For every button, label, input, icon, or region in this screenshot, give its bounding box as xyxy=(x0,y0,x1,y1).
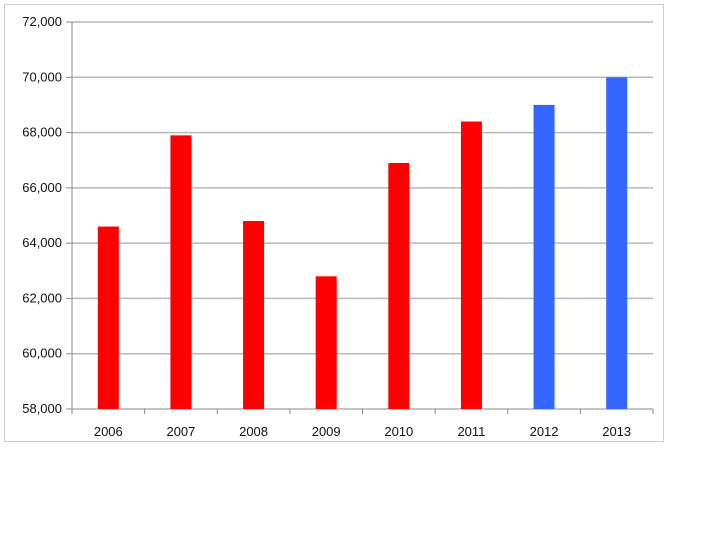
x-tick-labels: 2006 2007 2008 2009 2010 2011 2012 2013 xyxy=(94,424,631,439)
bar-2010 xyxy=(388,162,410,409)
y-tick-label: 64,000 xyxy=(22,235,62,250)
bar-2013 xyxy=(606,77,628,410)
x-tick-label: 2007 xyxy=(166,424,195,439)
x-tick-label: 2010 xyxy=(384,424,413,439)
axes xyxy=(66,21,654,414)
x-tick-label: 2009 xyxy=(312,424,341,439)
bar-2007 xyxy=(170,135,192,410)
x-tick-label: 2011 xyxy=(457,424,485,439)
y-tick-label: 72,000 xyxy=(22,14,62,29)
x-tick-label: 2006 xyxy=(94,424,123,439)
y-tick-label: 68,000 xyxy=(22,125,62,140)
bar-2009 xyxy=(315,276,337,409)
y-tick-labels: 58,000 60,000 62,000 64,000 66,000 68,000 70,0… xyxy=(22,14,62,416)
x-tick-label: 2008 xyxy=(239,424,268,439)
bars xyxy=(97,77,628,410)
y-tick-label: 58,000 xyxy=(22,401,62,416)
bar-2006 xyxy=(97,226,119,409)
bar-2012 xyxy=(533,104,555,409)
bar-2011 xyxy=(460,121,482,409)
x-tick-label: 2012 xyxy=(530,424,559,439)
gridlines xyxy=(72,21,653,355)
y-tick-label: 62,000 xyxy=(22,290,62,305)
y-tick-label: 66,000 xyxy=(22,180,62,195)
y-tick-label: 70,000 xyxy=(22,69,62,84)
bar-2008 xyxy=(243,221,265,409)
x-tick-label: 2013 xyxy=(602,424,631,439)
y-tick-label: 60,000 xyxy=(22,346,62,361)
